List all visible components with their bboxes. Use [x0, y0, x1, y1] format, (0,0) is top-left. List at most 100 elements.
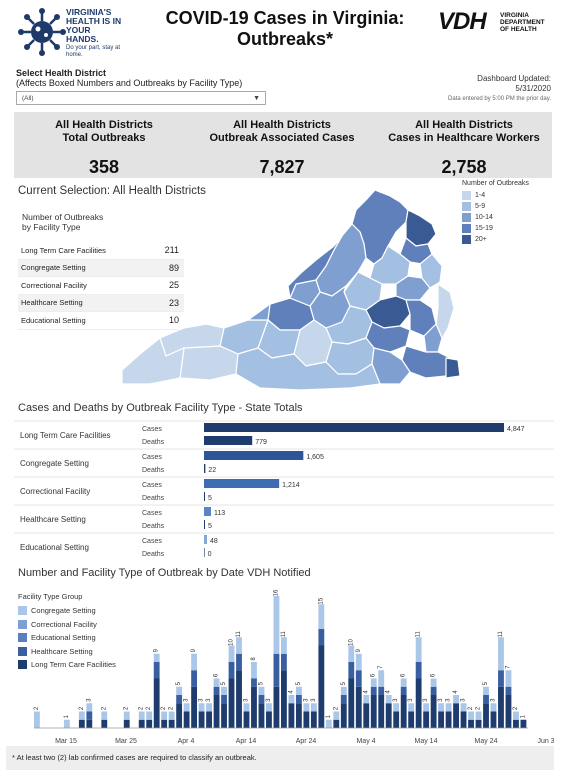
- timeline-bar-segment[interactable]: [251, 686, 257, 728]
- timeline-bar-segment[interactable]: [288, 703, 295, 728]
- cases-bar[interactable]: [204, 535, 207, 544]
- timeline-bar-segment[interactable]: [273, 596, 280, 654]
- table-row[interactable]: Correctional Facility 25: [18, 277, 184, 295]
- legend-item[interactable]: Correctional Facility: [18, 618, 116, 632]
- deaths-bar[interactable]: [204, 464, 206, 473]
- legend-item[interactable]: Healthcare Setting: [18, 645, 116, 659]
- timeline-bar-segment[interactable]: [206, 703, 212, 712]
- timeline-bar-segment[interactable]: [445, 711, 452, 729]
- legend-item[interactable]: 20+: [462, 234, 529, 245]
- timeline-bar-segment[interactable]: [423, 703, 430, 712]
- timeline-bar-segment[interactable]: [355, 670, 362, 687]
- timeline-bar-segment[interactable]: [438, 703, 445, 712]
- timeline-bar-segment[interactable]: [281, 637, 287, 654]
- timeline-bar-segment[interactable]: [78, 711, 85, 720]
- timeline-bar-segment[interactable]: [438, 711, 445, 729]
- table-row[interactable]: Long Term Care Facilities 211: [18, 242, 184, 260]
- timeline-bar-segment[interactable]: [513, 719, 519, 728]
- timeline-bar-segment[interactable]: [483, 686, 489, 695]
- timeline-bar-segment[interactable]: [430, 686, 437, 695]
- cases-bar[interactable]: [204, 479, 280, 488]
- timeline-bar-segment[interactable]: [191, 686, 198, 728]
- map-district[interactable]: [287, 235, 343, 299]
- timeline-bar-segment[interactable]: [370, 695, 377, 728]
- timeline-bar-segment[interactable]: [415, 662, 422, 679]
- timeline-bar-segment[interactable]: [475, 711, 482, 720]
- timeline-bar-segment[interactable]: [281, 670, 287, 728]
- timeline-bar-segment[interactable]: [318, 604, 325, 629]
- timeline-bar-segment[interactable]: [370, 686, 377, 695]
- timeline-bar-segment[interactable]: [505, 686, 512, 695]
- timeline-bar-segment[interactable]: [393, 703, 400, 712]
- timeline-bar-segment[interactable]: [498, 637, 504, 671]
- timeline-bar-segment[interactable]: [363, 703, 370, 728]
- timeline-bar-segment[interactable]: [355, 653, 362, 671]
- timeline-bar-segment[interactable]: [348, 678, 355, 729]
- legend-item[interactable]: 15-19: [462, 223, 529, 234]
- cases-bar[interactable]: [204, 507, 211, 516]
- map-district[interactable]: [121, 337, 185, 385]
- timeline-bar-segment[interactable]: [505, 670, 512, 687]
- timeline-bar-segment[interactable]: [378, 686, 385, 695]
- timeline-bar-segment[interactable]: [221, 695, 227, 704]
- timeline-bar-segment[interactable]: [281, 653, 287, 671]
- timeline-bar-segment[interactable]: [333, 719, 340, 728]
- timeline-bar-segment[interactable]: [303, 711, 310, 729]
- timeline-bar-segment[interactable]: [385, 695, 392, 704]
- timeline-bar-segment[interactable]: [146, 719, 153, 728]
- timeline-bar-segment[interactable]: [400, 695, 407, 728]
- map-district[interactable]: [405, 209, 437, 247]
- timeline-bar-segment[interactable]: [243, 711, 250, 729]
- timeline-bar-segment[interactable]: [430, 695, 437, 728]
- timeline-bar-segment[interactable]: [513, 711, 519, 720]
- timeline-bar-segment[interactable]: [295, 703, 302, 728]
- timeline-bar-segment[interactable]: [400, 686, 407, 695]
- timeline-bar-segment[interactable]: [266, 711, 272, 729]
- timeline-bar-segment[interactable]: [153, 678, 160, 729]
- timeline-bar-segment[interactable]: [348, 662, 355, 679]
- timeline-bar-segment[interactable]: [34, 711, 40, 729]
- legend-item[interactable]: 10-14: [462, 212, 529, 223]
- timeline-bar-segment[interactable]: [505, 695, 512, 728]
- timeline-bar-segment[interactable]: [273, 686, 280, 728]
- timeline-bar-segment[interactable]: [318, 645, 325, 729]
- deaths-bar[interactable]: [204, 492, 205, 501]
- timeline-bar-segment[interactable]: [333, 711, 340, 720]
- timeline-bar-segment[interactable]: [453, 695, 459, 704]
- timeline-bar-segment[interactable]: [198, 703, 205, 712]
- timeline-bar-segment[interactable]: [191, 653, 198, 671]
- timeline-bar-segment[interactable]: [453, 703, 459, 728]
- timeline-bar-segment[interactable]: [123, 711, 130, 720]
- legend-item[interactable]: 5-9: [462, 201, 529, 212]
- timeline-bar-segment[interactable]: [176, 686, 183, 695]
- timeline-bar-segment[interactable]: [363, 695, 370, 704]
- timeline-bar-segment[interactable]: [86, 719, 93, 728]
- timeline-bar-segment[interactable]: [198, 711, 205, 729]
- map-district[interactable]: [247, 279, 321, 321]
- timeline-bar-segment[interactable]: [310, 703, 317, 712]
- timeline-bar-segment[interactable]: [340, 686, 347, 695]
- timeline-bar-segment[interactable]: [475, 719, 482, 728]
- timeline-bar-segment[interactable]: [183, 711, 190, 729]
- timeline-bar-segment[interactable]: [228, 662, 235, 679]
- timeline-bar-segment[interactable]: [468, 719, 474, 728]
- timeline-bar-segment[interactable]: [273, 653, 280, 687]
- timeline-bar-segment[interactable]: [251, 662, 257, 679]
- timeline-bar-segment[interactable]: [228, 645, 235, 663]
- timeline-bar-segment[interactable]: [176, 703, 183, 728]
- timeline-bar-segment[interactable]: [266, 703, 272, 712]
- timeline-bar-segment[interactable]: [153, 653, 160, 662]
- timeline-bar-segment[interactable]: [168, 719, 175, 728]
- table-row[interactable]: Congregate Setting 89: [18, 259, 184, 277]
- deaths-bar[interactable]: [204, 520, 205, 529]
- timeline-bar-segment[interactable]: [310, 711, 317, 729]
- cases-bar[interactable]: [204, 451, 304, 460]
- timeline-bar-segment[interactable]: [295, 695, 302, 704]
- map-district[interactable]: [179, 345, 239, 381]
- timeline-bar-segment[interactable]: [86, 703, 93, 712]
- timeline-bar-segment[interactable]: [146, 711, 153, 720]
- timeline-bar-segment[interactable]: [378, 695, 385, 728]
- timeline-bar-segment[interactable]: [498, 686, 504, 728]
- timeline-bar-segment[interactable]: [340, 695, 347, 704]
- timeline-bar-segment[interactable]: [153, 662, 160, 679]
